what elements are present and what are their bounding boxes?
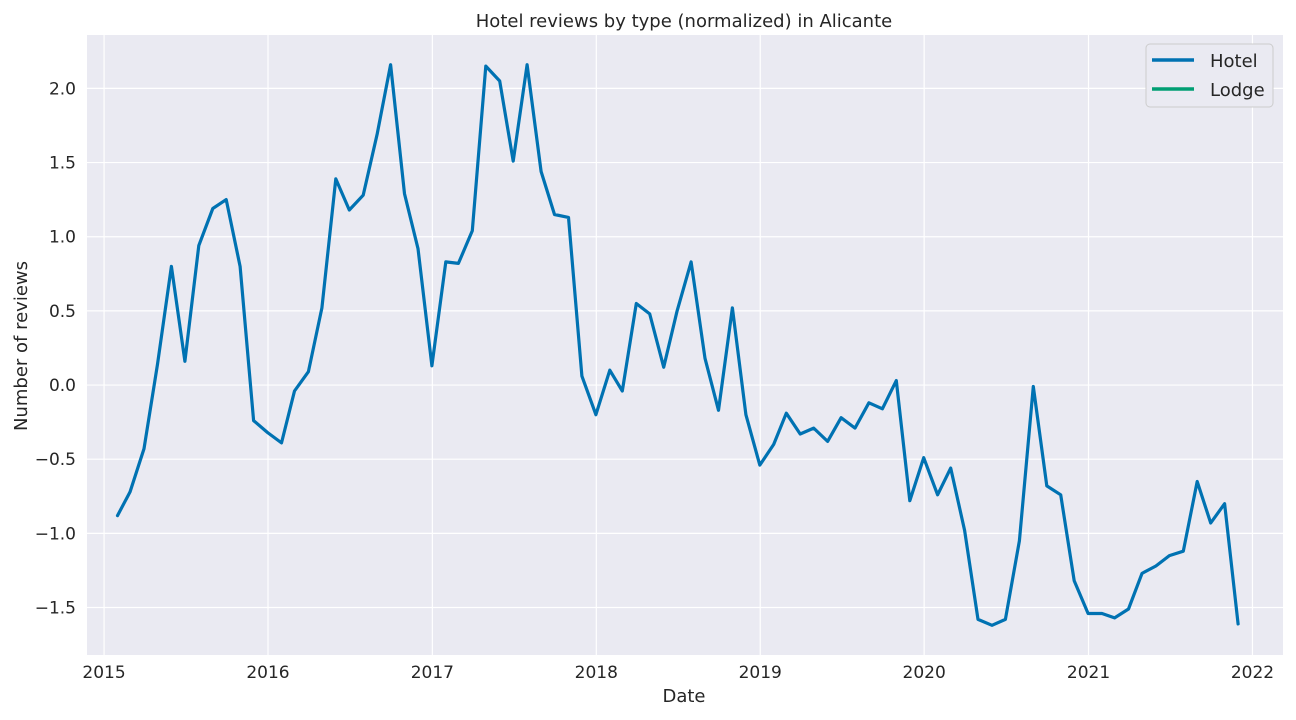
y-tick-label: 2.0	[49, 79, 76, 99]
x-tick-labels: 2015 2016 2017 2018 2019 2020 2021 2022	[82, 663, 1274, 683]
y-gridlines	[87, 87, 1283, 609]
legend: Hotel Lodge	[1145, 43, 1274, 108]
x-tick-label: 2020	[903, 663, 946, 683]
y-tick-labels: −1.5 −1.0 −0.5 0.0 0.5 1.0 1.5 2.0	[35, 79, 76, 618]
y-tick-label: −1.5	[35, 599, 76, 619]
series-line-hotel	[115, 63, 1240, 627]
x-tick-label: 2019	[739, 663, 782, 683]
x-axis-title: Date	[662, 686, 705, 707]
y-tick-label: 0.5	[49, 302, 76, 322]
x-tick-label: 2016	[246, 663, 289, 683]
x-tick-label: 2022	[1231, 663, 1274, 683]
x-tick-label: 2018	[575, 663, 618, 683]
chart-title: Hotel reviews by type (normalized) in Al…	[476, 11, 892, 32]
series-layer	[115, 63, 1240, 627]
legend-label-lodge: Lodge	[1210, 80, 1265, 101]
x-tick-label: 2017	[411, 663, 454, 683]
y-tick-label: 0.0	[49, 376, 76, 396]
plot-area	[87, 35, 1283, 655]
x-tick-label: 2015	[82, 663, 125, 683]
x-gridlines	[103, 35, 1254, 655]
y-tick-label: 1.5	[49, 154, 76, 174]
y-axis-title: Number of reviews	[11, 261, 32, 431]
y-tick-label: −0.5	[35, 450, 76, 470]
x-tick-label: 2021	[1067, 663, 1110, 683]
legend-label-hotel: Hotel	[1210, 51, 1258, 72]
y-tick-label: −1.0	[35, 524, 76, 544]
y-tick-label: 1.0	[49, 228, 76, 248]
